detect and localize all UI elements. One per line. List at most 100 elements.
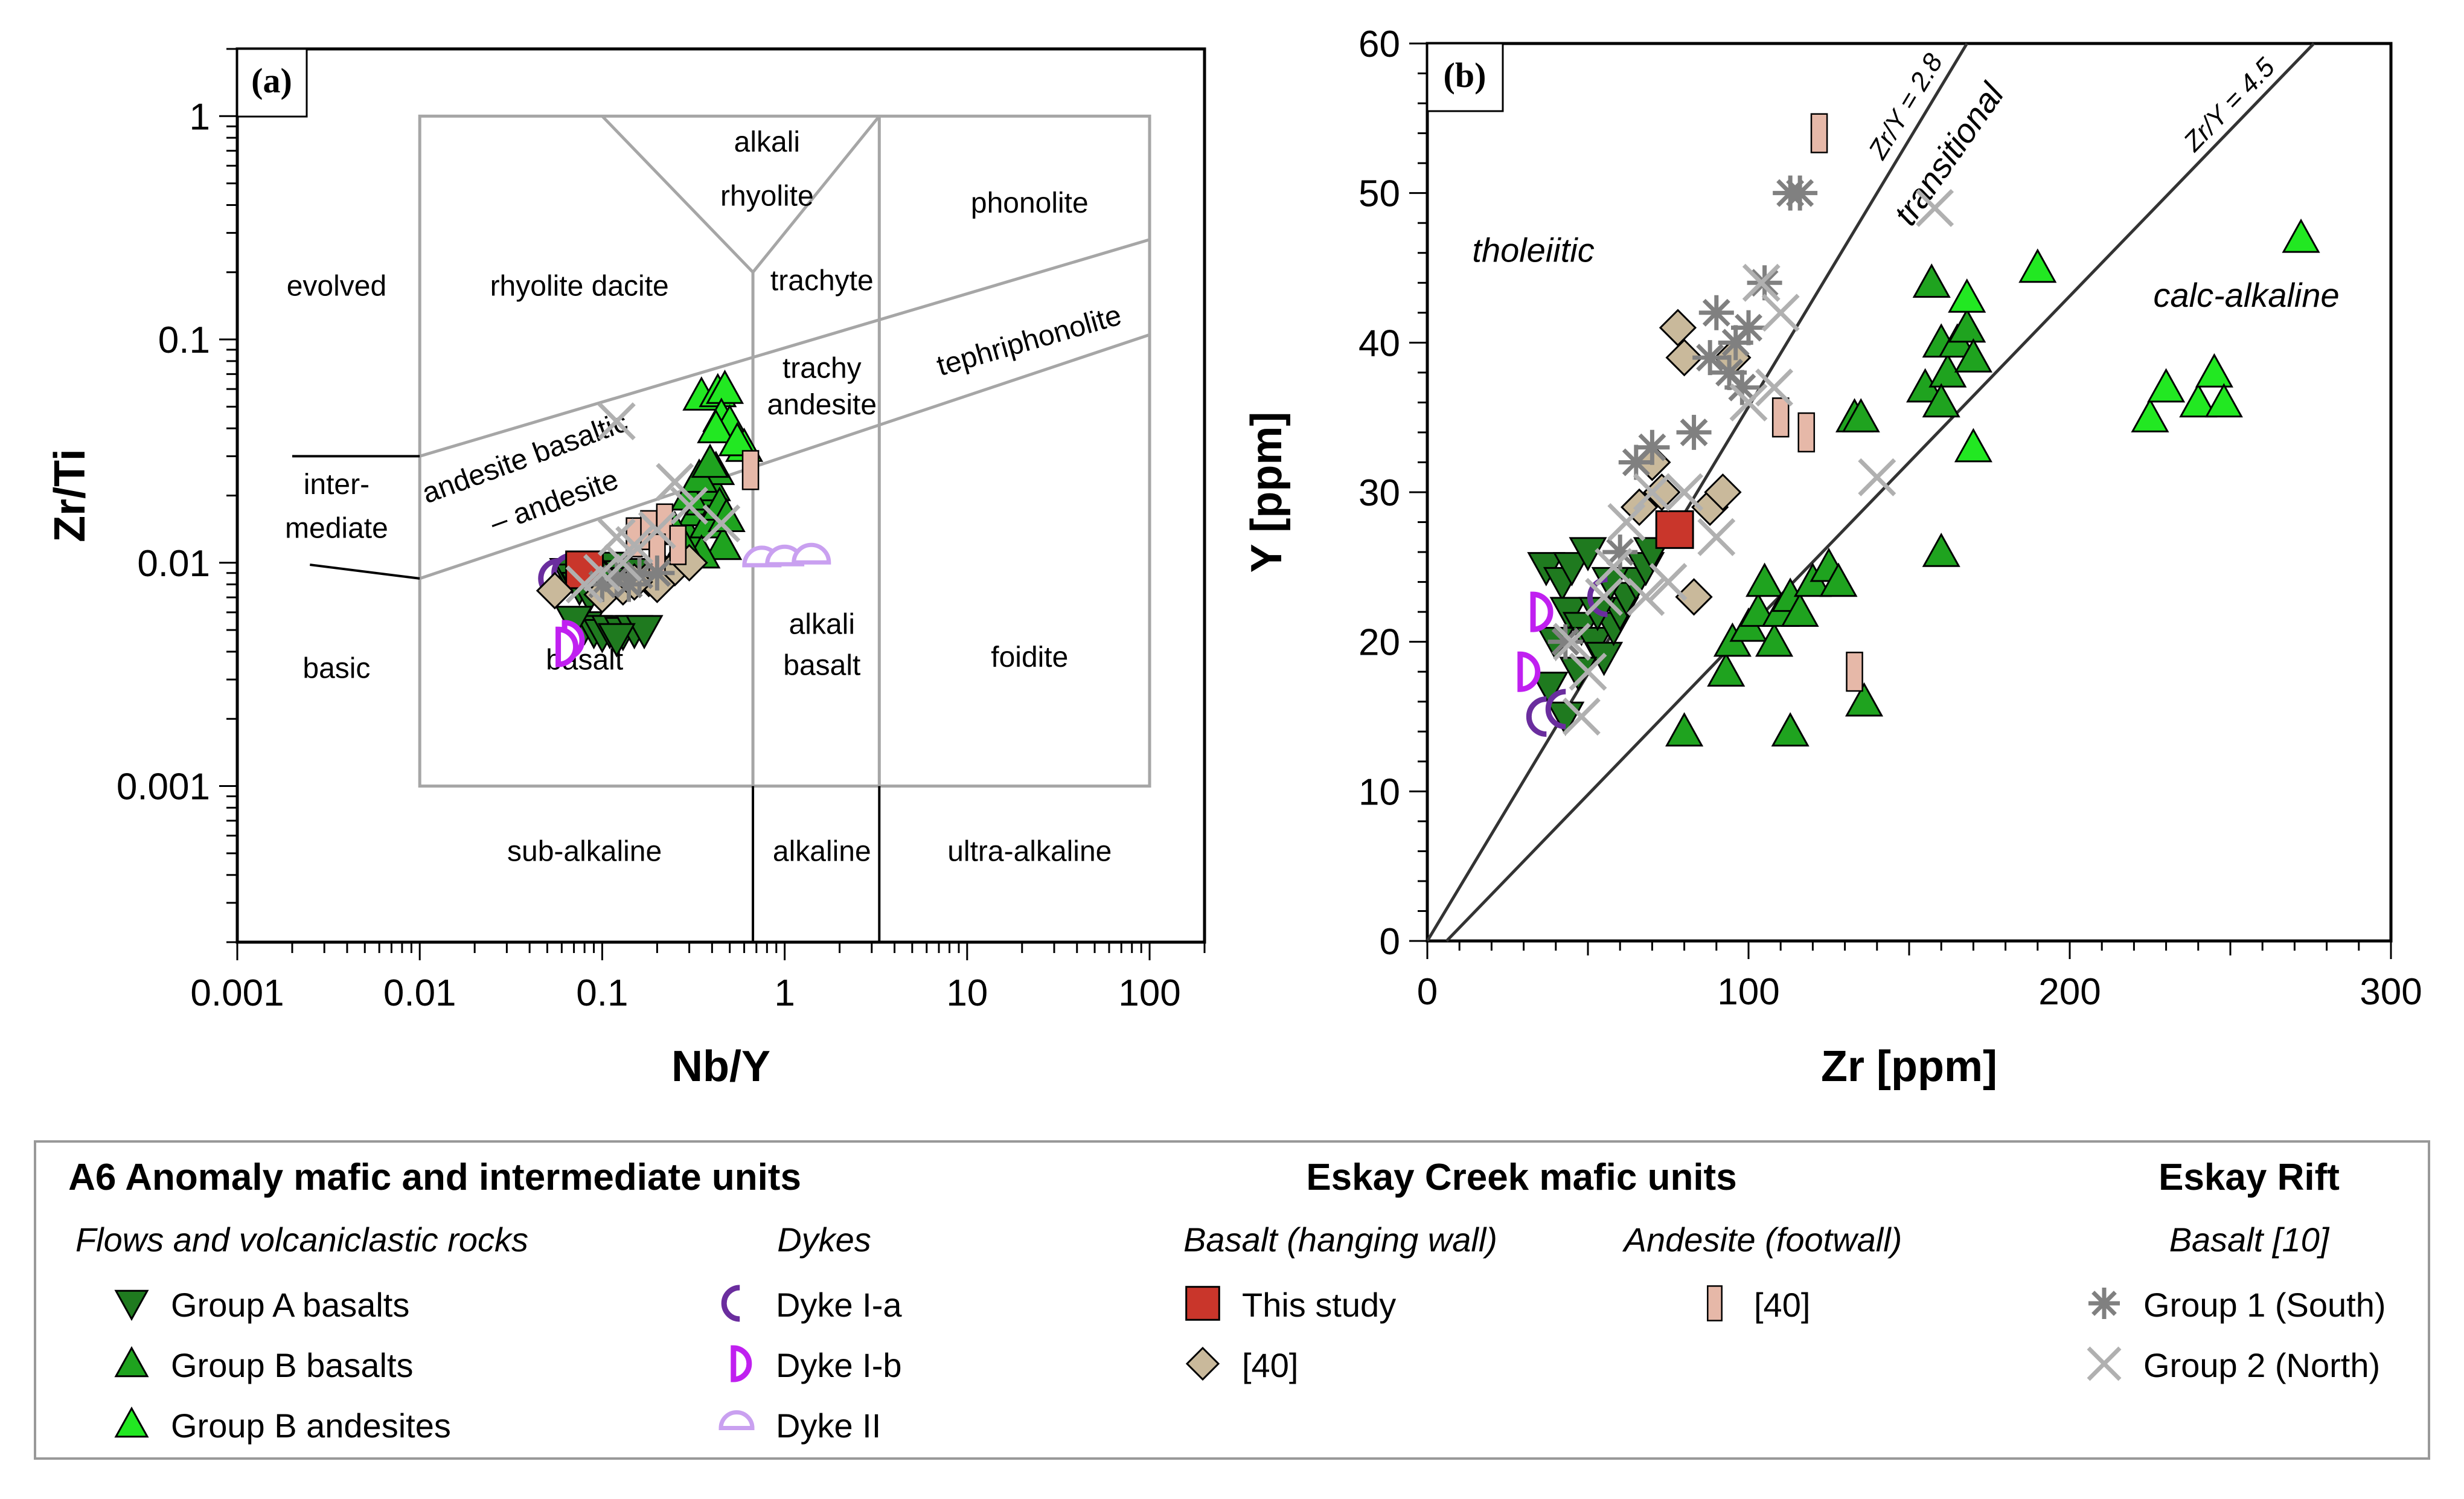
marker-group-2-north-stroke — [597, 402, 636, 441]
field-label: alkali — [789, 608, 855, 640]
marker-group-b-basalts — [1845, 682, 1884, 717]
marker-group-a-basalts — [1530, 672, 1569, 707]
marker-group-2-north-stroke — [702, 504, 741, 543]
marker-group-2-north-stroke — [1742, 263, 1781, 302]
field-label: mediate — [285, 512, 388, 544]
x-axis-label: Nb/Y — [671, 1042, 770, 1091]
y-tick-label: 0 — [1380, 921, 1400, 963]
legend-marker — [1185, 1346, 1220, 1381]
marker-group-1-south-stroke — [1750, 269, 1779, 297]
marker-group-2-north-stroke — [1633, 473, 1671, 512]
ratio-line-label: Zr/Y = 4.5 — [2178, 52, 2281, 157]
marker-group-b-andesites — [2018, 248, 2057, 283]
marker-group-1-south-stroke — [1721, 329, 1750, 357]
y-tick-label: 50 — [1358, 173, 1400, 215]
marker-40-basalt — [1643, 473, 1681, 512]
marker-group-1-south-stroke — [1696, 344, 1724, 372]
marker-40-andesite — [1771, 397, 1790, 438]
marker-group-2-north-stroke — [656, 463, 694, 501]
marker-group-2-north — [1562, 698, 1601, 736]
marker-group-2-north — [565, 565, 604, 604]
field-label: alkaline — [773, 836, 871, 868]
legend-label: [40] — [1242, 1346, 1298, 1384]
marker-dyke-i-b — [555, 626, 578, 667]
marker-group-2-north — [604, 544, 642, 582]
marker-group-2-north — [1916, 188, 1954, 227]
ratio-line — [1445, 42, 2315, 942]
marker-group-1-south-stroke — [1606, 538, 1634, 567]
field-boundary-lower — [419, 333, 1150, 580]
marker-group-2-north-stroke — [1627, 577, 1665, 616]
x-tick-label: 200 — [2038, 971, 2101, 1013]
marker-40-andesite — [1846, 652, 1863, 692]
field-label: ultra-alkaline — [947, 836, 1112, 868]
marker-group-2-north-stroke — [1755, 368, 1794, 407]
legend-subtitle: Dykes — [777, 1221, 871, 1259]
marker-group-2-north — [1569, 652, 1607, 691]
marker-group-1-south — [622, 557, 658, 593]
y-tick-label: 20 — [1358, 622, 1400, 664]
y-tick-label: 40 — [1358, 323, 1400, 364]
legend-group-title: A6 Anomaly mafic and intermediate units — [68, 1157, 801, 1198]
legend-marker — [2088, 1288, 2120, 1319]
marker-group-b-andesites — [2131, 398, 2169, 432]
marker-group-1-south-stroke — [1728, 373, 1756, 402]
marker-group-1-south-stroke — [1680, 418, 1708, 446]
marker-group-2-north — [615, 526, 654, 565]
legend-marker — [114, 1289, 149, 1321]
marker-group-2-north — [1627, 577, 1665, 616]
marker-group-2-north — [1552, 623, 1591, 661]
marker-group-1-south — [1712, 355, 1747, 390]
legend-label: Group 1 (South) — [2143, 1286, 2386, 1324]
field-label: evolved — [287, 271, 386, 303]
marker-group-2-north-stroke — [604, 544, 642, 582]
marker-group-2-north — [1607, 503, 1646, 542]
legend-label: Group B basalts — [171, 1346, 414, 1384]
marker-group-2-north — [1665, 473, 1704, 512]
panel-label-box — [1426, 42, 1504, 112]
marker-group-a-basalts — [1552, 552, 1591, 586]
x-tick-label: 0.001 — [190, 972, 284, 1014]
marker-group-2-north-stroke — [1858, 458, 1896, 496]
marker-40-basalt — [1665, 338, 1703, 377]
legend-marker — [1707, 1285, 1723, 1321]
marker-group-1-south — [639, 555, 675, 591]
y-tick-label: 0.1 — [158, 319, 210, 361]
marker-group-b-basalts — [1922, 383, 1960, 418]
marker-group-1-south-stroke — [626, 561, 654, 589]
marker-group-2-north — [1649, 563, 1688, 602]
field-boundary-upper — [419, 238, 1150, 458]
marker-group-2-north-stroke — [1569, 652, 1607, 691]
x-tick-label: 300 — [2360, 971, 2422, 1013]
field-label: rhyolite dacite — [490, 271, 669, 303]
marker-40-andesite — [1810, 113, 1828, 153]
legend-frame — [34, 1140, 2430, 1460]
marker-group-2-north-stroke — [1552, 623, 1591, 661]
marker-group-2-north-stroke — [1649, 563, 1688, 602]
y-tick-label: 60 — [1358, 24, 1400, 65]
marker-dyke-i-b — [1530, 591, 1554, 632]
marker-group-2-north — [1633, 473, 1671, 512]
legend-label: Dyke II — [776, 1407, 881, 1445]
marker-group-b-basalts — [1912, 263, 1951, 298]
field-label: trachy — [782, 352, 862, 384]
legend-marker — [1185, 1286, 1220, 1321]
y-tick-label: 0.001 — [117, 766, 210, 808]
marker-group-a-basalts — [625, 615, 664, 650]
marker-group-1-south — [1724, 370, 1760, 405]
x-tick-label: 0 — [1417, 971, 1438, 1013]
marker-40-basalt — [1659, 309, 1697, 347]
marker-40-andesite — [1797, 412, 1816, 453]
marker-group-b-andesites — [697, 409, 735, 443]
legend-marker — [718, 1410, 755, 1430]
field-outline — [418, 114, 1151, 788]
panel-label: (a) — [251, 61, 292, 100]
y-tick-label: 30 — [1358, 472, 1400, 514]
marker-group-2-north-stroke — [1665, 473, 1704, 512]
marker-group-2-north-stroke — [1562, 698, 1601, 736]
marker-group-1-south — [1773, 175, 1808, 211]
marker-group-1-south — [1718, 325, 1753, 361]
marker-group-2-north — [1858, 458, 1896, 496]
marker-group-2-north-stroke — [1595, 548, 1633, 586]
